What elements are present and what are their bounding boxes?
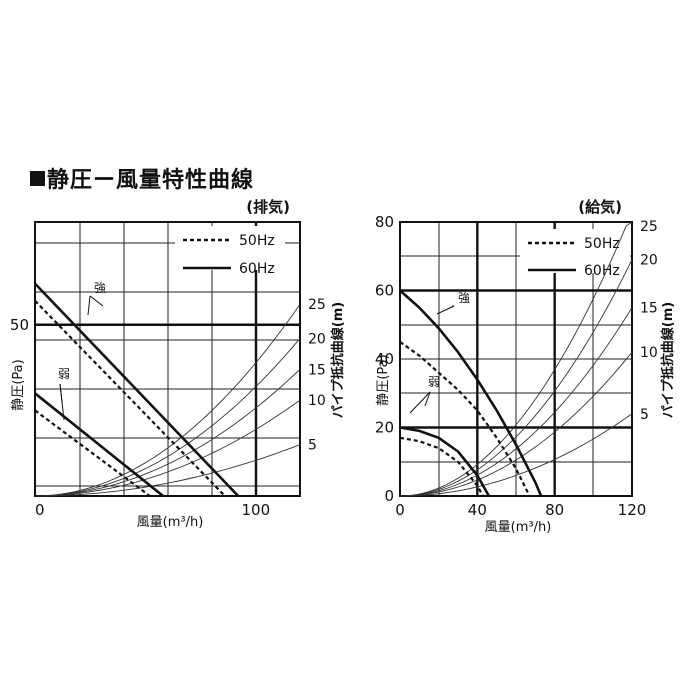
series-line-50hz-weak	[399, 436, 485, 497]
chart-exhaust: 50Hz 60Hz 25 20 15 10 5 強弱 0 100 50 (排気) 風量(m³/h) 静圧(…	[10, 198, 346, 530]
plot-frame	[34, 221, 301, 497]
legend-label-50hz: 50Hz	[239, 233, 275, 249]
series-line-50hz-strong	[34, 300, 226, 497]
annotation-strong: 強	[94, 281, 106, 295]
plot-frame	[399, 221, 633, 497]
x-axis-label: 風量(m³/h)	[485, 520, 552, 535]
pipe-curve-15	[399, 307, 633, 497]
series-line-60hz-strong	[34, 282, 240, 497]
legend-background	[175, 226, 285, 270]
series-line-60hz-strong	[399, 289, 543, 497]
series-line-60hz-weak	[399, 426, 491, 497]
pipe-curve-15	[34, 368, 301, 497]
annotation-weak: 弱	[428, 375, 440, 389]
pipe-curve-label: 25	[640, 219, 658, 235]
annotation-leader	[409, 391, 431, 414]
square-bullet-icon	[30, 171, 45, 186]
annotation-leader	[436, 305, 455, 315]
chart-subtitle: (排気)	[246, 198, 290, 216]
page-title: 静圧ー風量特性曲線	[30, 162, 254, 194]
pipe-curve-label: 15	[640, 301, 658, 317]
series-line-50hz-strong	[399, 341, 531, 497]
legend-label-50hz: 50Hz	[584, 236, 620, 252]
chart-subtitle: (給気)	[578, 198, 622, 216]
annotation-leader	[89, 295, 104, 307]
legend-background	[520, 229, 630, 273]
pipe-curve-10	[399, 351, 633, 497]
pipe-curve-label: 5	[308, 438, 317, 454]
page-title-text: 静圧ー風量特性曲線	[47, 168, 255, 193]
pipe-curve-20	[399, 259, 633, 497]
series-line-50hz-weak	[34, 409, 151, 497]
y-tick-label: 80	[375, 213, 394, 231]
x-tick-label: 0	[395, 501, 405, 519]
x-tick-label: 80	[545, 501, 564, 519]
annotation-leader	[87, 295, 91, 316]
x-tick-label: 100	[242, 501, 271, 519]
pipe-curve-label: 20	[640, 253, 658, 269]
annotation-weak: 弱	[58, 367, 70, 381]
y-tick-label: 60	[375, 282, 394, 300]
pipe-curve-label: 10	[640, 345, 658, 361]
pipe-curve-label: 10	[308, 393, 326, 409]
pipe-curve-label: 5	[640, 407, 649, 423]
y-tick-label: 20	[375, 419, 394, 437]
pipe-curve-20	[34, 338, 301, 497]
x-tick-label: 0	[35, 501, 45, 519]
x-tick-label: 40	[468, 501, 487, 519]
chart-supply: 50Hz 60Hz 25 20 15 10 5 強弱 0 40 80 120 20 40 60 80 0 (給気)…	[375, 198, 676, 535]
y-tick-label: 40	[375, 350, 394, 368]
legend-label-60hz: 60Hz	[239, 261, 275, 277]
y-axis-label: 静圧(Pa)	[376, 354, 391, 405]
y-axis-label: 静圧(Pa)	[11, 359, 26, 410]
annotation-leader	[59, 383, 65, 421]
y2-axis-label: パイプ抵抗曲線(m)	[660, 302, 676, 418]
pipe-curve-label: 20	[308, 331, 326, 347]
pipe-curve-25	[399, 221, 633, 497]
pipe-curve-5	[35, 444, 301, 497]
pipe-curve-label: 15	[308, 362, 326, 378]
x-tick-label: 120	[618, 501, 647, 519]
annotation-leader	[424, 391, 431, 407]
legend-label-60hz: 60Hz	[584, 263, 620, 279]
pipe-curve-5	[399, 413, 633, 497]
y2-axis-label: パイプ抵抗曲線(m)	[330, 302, 346, 418]
pipe-curve-10	[34, 399, 301, 497]
pipe-curve-25	[34, 303, 301, 497]
pipe-curve-label: 25	[308, 297, 326, 313]
y-tick-label: 50	[10, 316, 29, 334]
annotation-strong: 強	[458, 291, 470, 305]
y-tick-label: 0	[384, 487, 394, 505]
series-line-60hz-weak	[34, 392, 164, 498]
x-axis-label: 風量(m³/h)	[137, 515, 204, 530]
